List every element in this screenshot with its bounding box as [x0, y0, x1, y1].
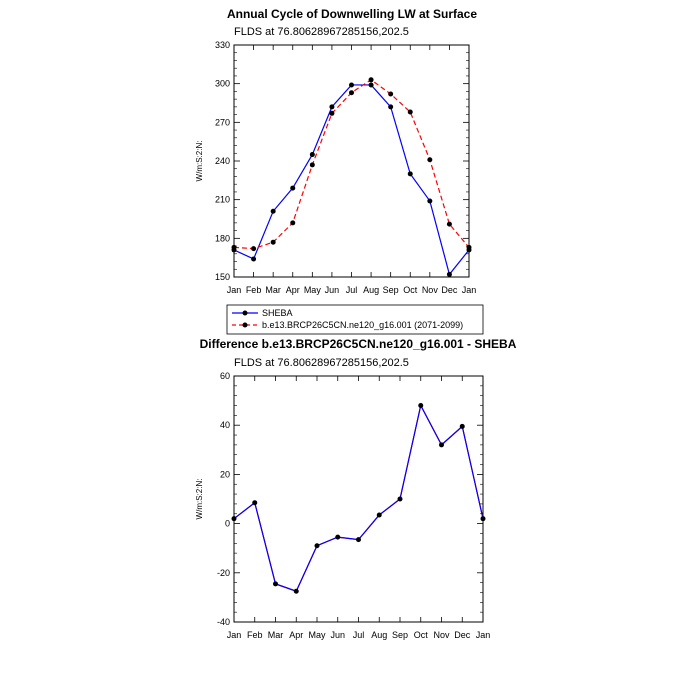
chart1-y-tick-label: 210 [215, 195, 230, 205]
chart2-x-tick-label: Aug [371, 630, 387, 640]
chart2-y-axis-label: W/m:S:2:N: [195, 479, 204, 520]
chart1-series-0-point [309, 152, 315, 158]
chart2-x-tick-label: Jan [476, 630, 491, 640]
chart1-series-0-line [233, 84, 470, 276]
chart2-series-0-point [335, 534, 341, 540]
chart2-x-tick-label: Jun [330, 630, 345, 640]
chart1-subtitle: FLDS at 76.80628967285156,202.5 [234, 26, 409, 38]
chart1-x-tick-label: Oct [403, 285, 418, 295]
chart1-x-tick-label: Nov [422, 285, 439, 295]
chart1-title: Annual Cycle of Downwelling LW at Surfac… [227, 7, 477, 21]
chart2-series-0-point [273, 581, 278, 587]
legend-marker-model [242, 322, 248, 328]
chart2-series-0-point [397, 496, 403, 502]
chart2-y-tick-label: 60 [220, 371, 230, 381]
chart1-x-tick-label: Jul [346, 285, 358, 295]
chart2-y-tick-label: -20 [217, 568, 230, 578]
chart2-series-0-point [231, 516, 237, 522]
chart2-plot: Jan Feb Mar Apr May Jun Jul Aug Sep Oct Nov Dec Jan -… [195, 371, 490, 640]
chart2-x-tick-label: Jul [353, 630, 365, 640]
chart2-x-tick-label: May [308, 630, 326, 640]
chart2-series-0-point [314, 543, 320, 549]
chart1-y-tick-label: 330 [215, 40, 230, 50]
chart1-series-1-point [427, 157, 433, 163]
chart1-x-tick-label: Mar [265, 285, 281, 295]
chart2-x-tick-label: Sep [392, 630, 408, 640]
chart1-y-tick-label: 150 [215, 272, 230, 282]
chart2-y-tick-label: -40 [217, 617, 230, 627]
chart1-series-0-point [290, 185, 296, 191]
chart2-x-tick-label: Nov [433, 630, 450, 640]
chart2-x-tick-label: Feb [247, 630, 263, 640]
chart1-series-0-point [427, 198, 433, 204]
chart1-series-1-line [233, 79, 470, 250]
chart2-series-0-point [480, 516, 486, 522]
chart2-y-tick-label: 40 [220, 420, 230, 430]
chart2-y-tick-label: 20 [220, 469, 230, 479]
chart1-legend: SHEBA b.e13.BRCP26C5CN.ne120_g16.001 (20… [226, 304, 484, 335]
chart1-series-1-point [290, 220, 296, 226]
chart2-title: Difference b.e13.BRCP26C5CN.ne120_g16.00… [200, 337, 517, 351]
chart1-series-1-point [329, 110, 335, 116]
chart2-series-0-point [439, 442, 444, 448]
chart1-x-tick-label: Dec [441, 285, 458, 295]
chart2-series-overlay-line [233, 403, 484, 592]
chart1-series-1-point [309, 162, 315, 168]
chart2-y-tick-label: 0 [225, 519, 230, 529]
chart1-x-tick-label: Feb [246, 285, 262, 295]
chart2-plot-frame [233, 375, 484, 623]
chart1-y-tick-label: 240 [215, 156, 230, 166]
chart2-series-0-point [376, 512, 382, 518]
chart1-series-1-point [466, 244, 472, 250]
chart2-series-0-point [459, 423, 465, 429]
chart1-x-tick-label: Jan [462, 285, 477, 295]
chart1-x-tick-label: Sep [383, 285, 399, 295]
chart2-series-0-point [252, 500, 258, 506]
chart1-series-0-point [407, 171, 413, 177]
chart1-x-tick-label: Jun [325, 285, 340, 295]
chart1-x-tick-label: Aug [363, 285, 379, 295]
chart1-series-0-point [368, 82, 374, 88]
chart2-subtitle: FLDS at 76.80628967285156,202.5 [234, 357, 409, 369]
chart1-plot-frame [233, 44, 470, 278]
chart1-series-1-point [251, 246, 257, 252]
chart1-series-1-point [270, 239, 276, 245]
chart1-plot: Jan Feb Mar Apr May Jun Jul Aug Sep Oct Nov Dec Jan 1… [195, 40, 476, 295]
chart1-series-0-point [251, 256, 257, 262]
legend-marker-sheba [242, 310, 248, 316]
chart2-x-tick-label: Apr [289, 630, 303, 640]
chart2-series-0-point [418, 403, 424, 409]
chart2-x-tick-label: Mar [268, 630, 284, 640]
chart1-x-tick-label: Apr [286, 285, 300, 295]
chart1-series-1-point [446, 221, 452, 227]
chart2-series-0-point [293, 588, 299, 594]
chart2-x-tick-label: Dec [454, 630, 471, 640]
chart1-y-tick-label: 300 [215, 79, 230, 89]
chart1-series-1-point [388, 91, 394, 97]
chart1-y-tick-label: 180 [215, 233, 230, 243]
chart1-series-1-point [368, 77, 374, 83]
chart1-series-1-point [407, 109, 413, 115]
chart1-series-0-point [446, 271, 452, 277]
chart1-series-0-point [388, 104, 394, 110]
chart1-series-0-point [349, 82, 354, 88]
chart2-series-0-line [233, 403, 484, 592]
chart1-series-1-point [231, 244, 237, 250]
chart1-y-axis-label: W/m:S:2:N: [195, 141, 204, 182]
chart1-y-tick-label: 270 [215, 117, 230, 127]
chart1-x-tick-label: May [304, 285, 322, 295]
legend-label-model: b.e13.BRCP26C5CN.ne120_g16.001 (2071-209… [262, 320, 463, 330]
chart1-x-tick-label: Jan [227, 285, 242, 295]
chart1-series-1-point [349, 90, 354, 96]
chart2-x-tick-label: Jan [227, 630, 242, 640]
legend-label-sheba: SHEBA [262, 308, 293, 318]
chart2-series-0-point [356, 537, 361, 543]
chart1-series-0-point [329, 104, 335, 110]
chart1-series-0-point [270, 208, 276, 214]
chart2-x-tick-label: Oct [414, 630, 429, 640]
